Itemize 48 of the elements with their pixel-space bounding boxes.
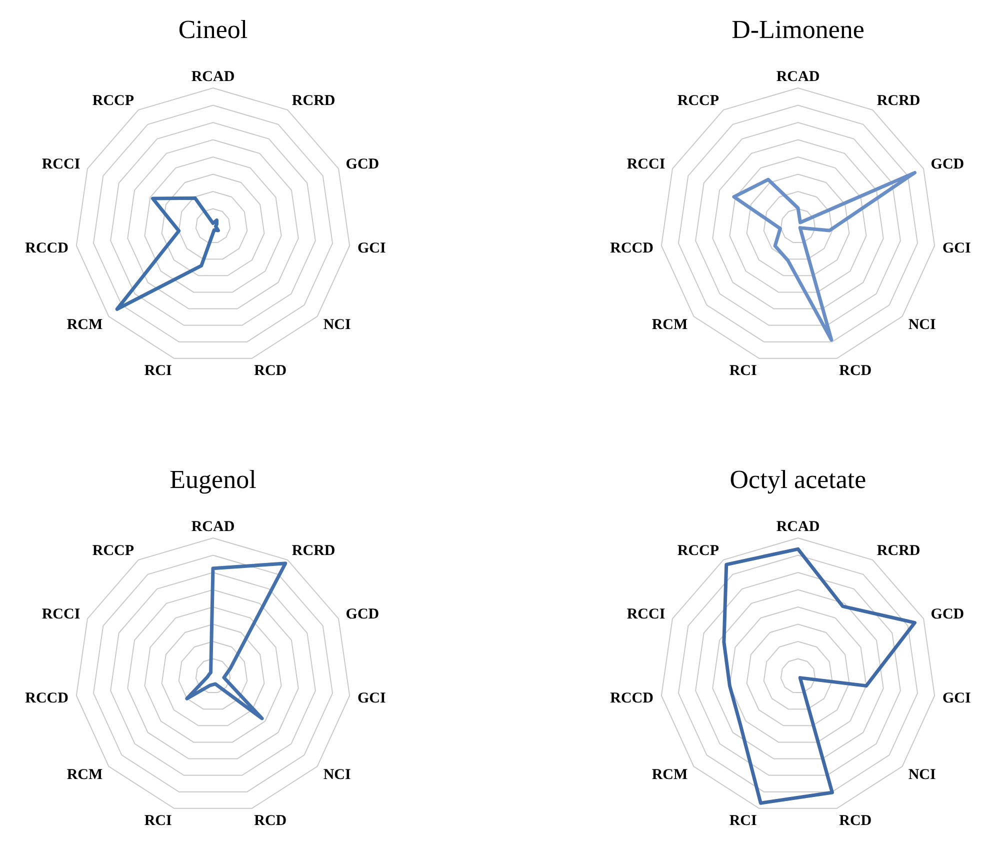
chart-title: Eugenol — [170, 465, 256, 494]
spoke-label: RCCD — [610, 240, 654, 256]
spoke-label: RCRD — [292, 542, 336, 559]
spoke-label: GCD — [346, 606, 380, 623]
spoke-label: NCI — [908, 317, 936, 334]
spoke-label: RCM — [66, 317, 103, 334]
spoke-label: RCI — [729, 362, 758, 379]
spoke-label: RCCD — [25, 690, 69, 706]
spoke-label: RCAD — [776, 69, 820, 85]
spoke-label: RCCI — [42, 156, 80, 173]
spoke-label: GCD — [346, 156, 380, 173]
spoke-label: NCI — [323, 317, 352, 334]
spoke-label: RCCD — [25, 240, 69, 256]
chart-title: Cineol — [178, 15, 248, 44]
spoke-label: RCM — [66, 767, 103, 784]
spoke-label: RCD — [839, 362, 872, 379]
spoke-label: GCI — [358, 690, 386, 706]
spoke-label: RCAD — [191, 519, 235, 535]
spoke-label: GCI — [942, 690, 972, 706]
spoke-label: RCRD — [876, 92, 920, 109]
spoke-label: RCD — [839, 812, 872, 829]
spoke-label: NCI — [908, 767, 936, 784]
spoke-label: RCCI — [626, 156, 666, 173]
spoke-label: RCI — [144, 362, 172, 379]
chart-title: D-Limonene — [732, 15, 864, 44]
spoke-label: RCI — [729, 812, 758, 829]
spoke-label: RCCP — [92, 542, 134, 559]
spoke-label: RCRD — [292, 92, 336, 109]
spoke-label: RCCP — [677, 542, 720, 559]
chart-title: Octyl acetate — [730, 465, 866, 494]
spoke-label: RCAD — [191, 69, 235, 85]
spoke-label: RCAD — [776, 519, 820, 535]
spoke-label: RCD — [254, 812, 287, 829]
spoke-label: GCD — [930, 606, 964, 623]
spoke-label: GCI — [942, 240, 972, 256]
spoke-label: RCM — [652, 767, 688, 784]
spoke-label: NCI — [323, 767, 352, 784]
spoke-label: RCCI — [42, 606, 80, 623]
spoke-label: RCRD — [876, 542, 920, 559]
spoke-label: RCM — [652, 317, 688, 334]
spoke-label: RCI — [144, 812, 172, 829]
spoke-label: RCCI — [626, 606, 666, 623]
spoke-label: RCCP — [677, 92, 720, 109]
spoke-label: GCI — [358, 240, 386, 256]
spoke-label: GCD — [930, 156, 964, 173]
spoke-label: RCCP — [92, 92, 134, 109]
spoke-label: RCD — [254, 362, 287, 379]
spoke-label: RCCD — [610, 690, 654, 706]
